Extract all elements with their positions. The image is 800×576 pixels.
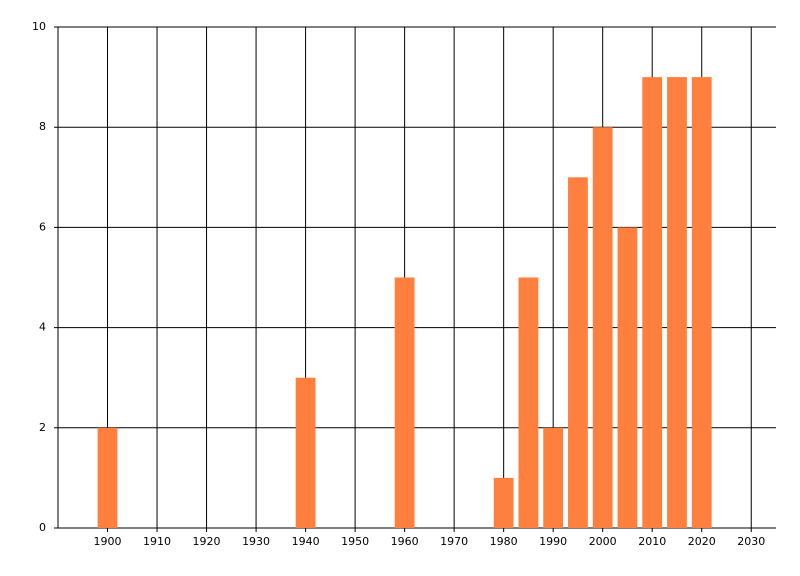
bar (543, 427, 564, 528)
x-tick-label: 1970 (440, 535, 468, 548)
bar (97, 427, 118, 528)
x-tick-label: 1950 (341, 535, 369, 548)
bar (394, 277, 415, 528)
bar (295, 377, 316, 528)
x-tick-label: 2030 (737, 535, 765, 548)
x-tick-label: 2020 (688, 535, 716, 548)
bar (493, 477, 514, 528)
x-tick-label: 1960 (391, 535, 419, 548)
y-tick-label: 8 (39, 120, 46, 133)
x-tick-label: 1990 (539, 535, 567, 548)
x-tick-label: 1980 (490, 535, 518, 548)
y-tick-label: 2 (39, 421, 46, 434)
y-tick-label: 6 (39, 220, 46, 233)
x-tick-label: 1900 (94, 535, 122, 548)
bar (518, 277, 539, 528)
bar (568, 177, 588, 529)
bar (691, 77, 712, 528)
y-tick-label: 0 (39, 521, 46, 534)
x-tick-label: 2010 (638, 535, 666, 548)
y-tick-label: 10 (32, 20, 46, 33)
bar (667, 77, 687, 528)
x-tick-label: 1930 (242, 535, 270, 548)
bar (617, 227, 638, 528)
x-tick-label: 2000 (589, 535, 617, 548)
x-tick-label: 1940 (292, 535, 320, 548)
x-tick-label: 1910 (143, 535, 171, 548)
bar (642, 77, 663, 528)
x-tick-label: 1920 (193, 535, 221, 548)
bar (592, 127, 613, 528)
y-tick-label: 4 (39, 321, 46, 334)
